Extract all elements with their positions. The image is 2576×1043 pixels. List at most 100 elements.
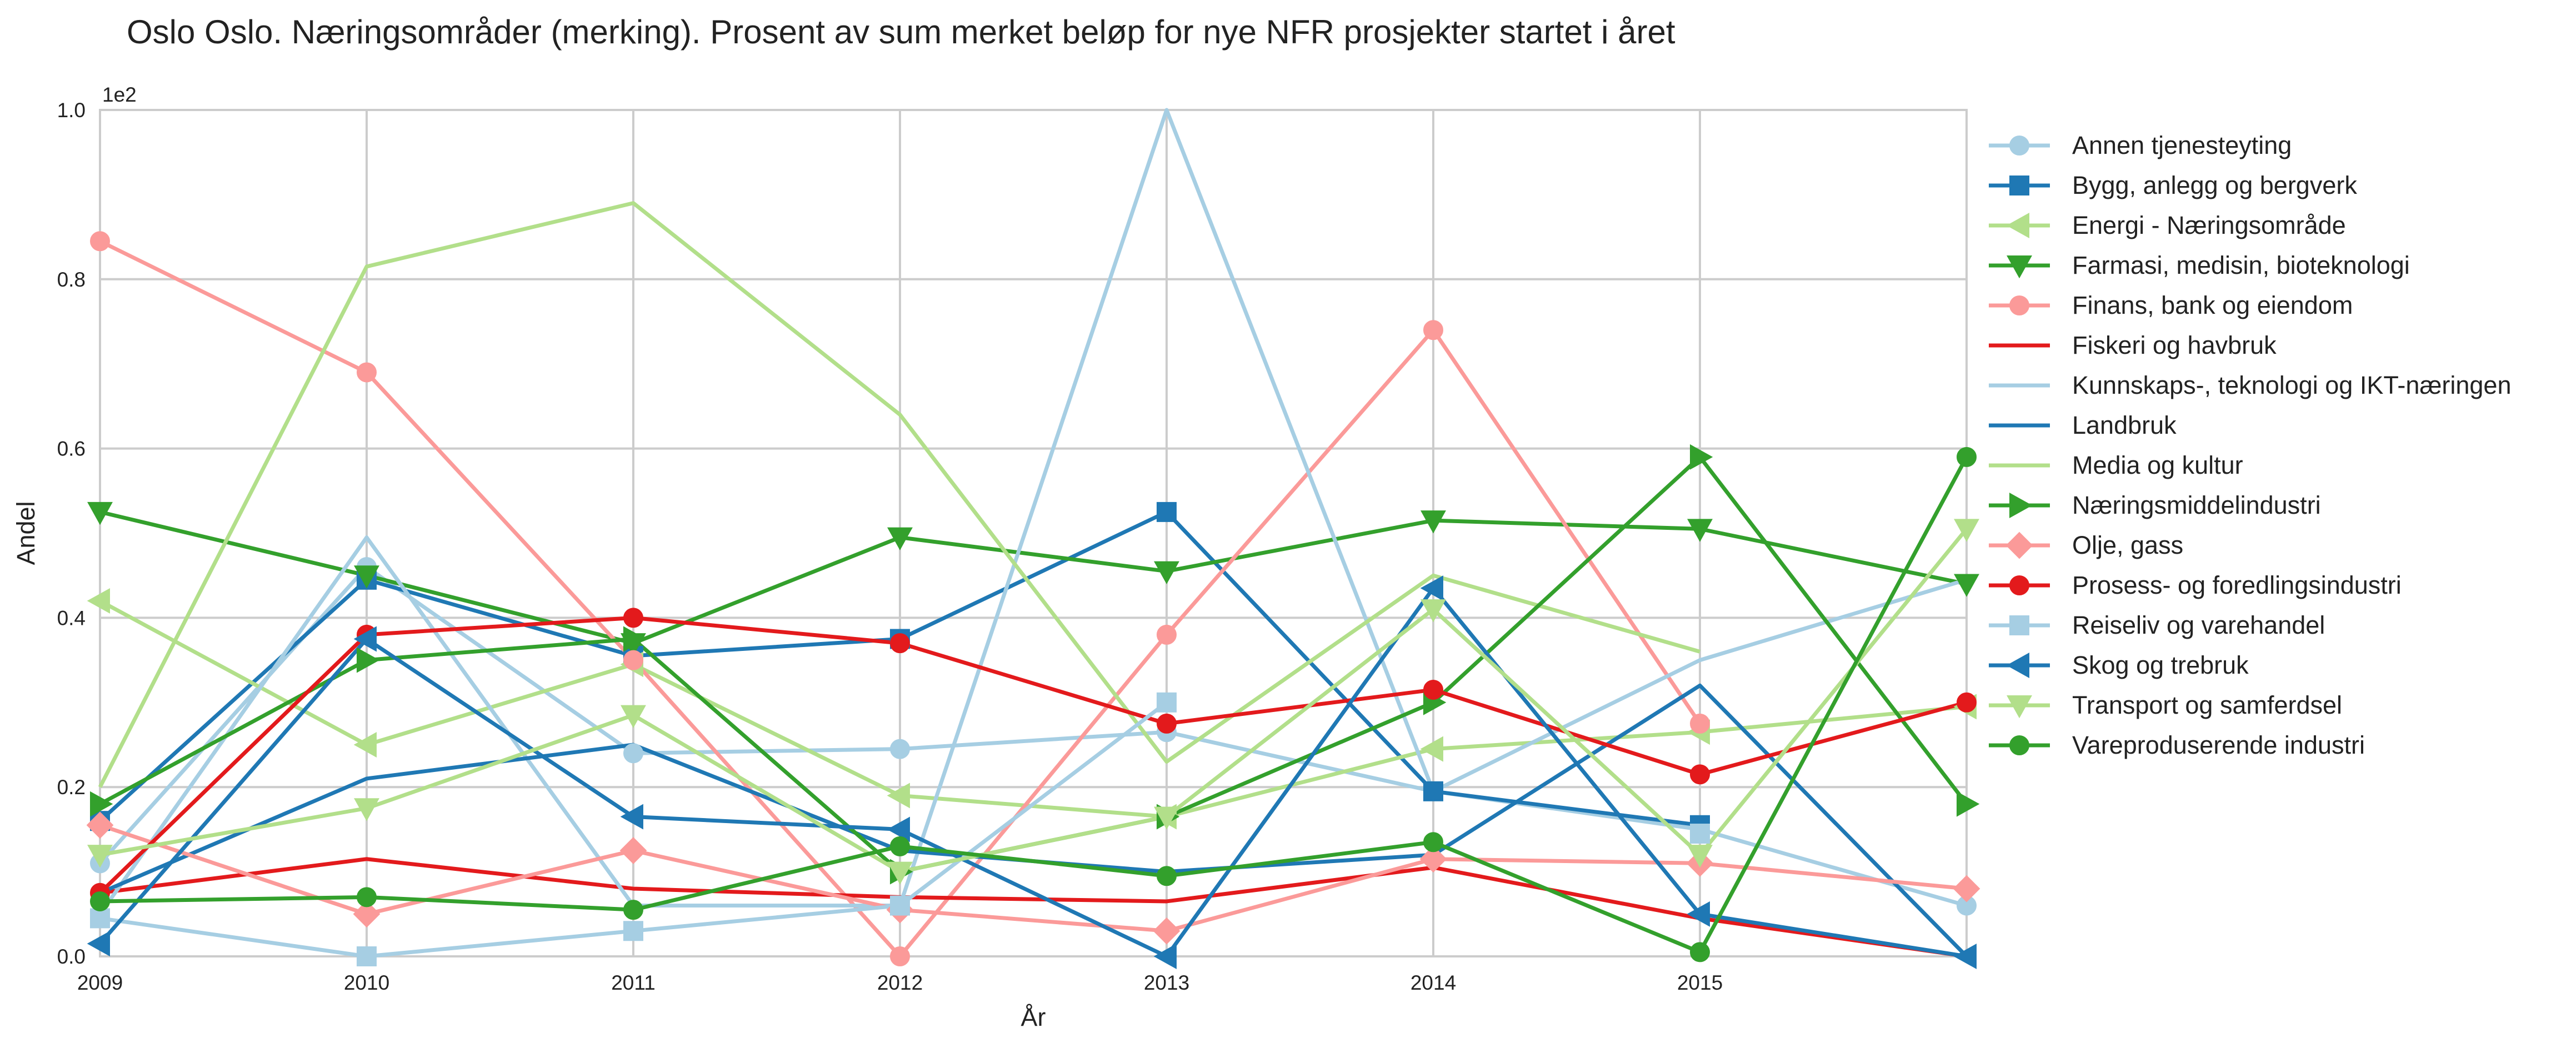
legend-marker xyxy=(2009,136,2029,156)
data-point-farmasi-medisin-bioteknologi xyxy=(87,502,113,525)
legend-item-skog-og-trebruk: Skog og trebruk xyxy=(1989,651,2249,679)
data-point-annen-tjenesteyting xyxy=(623,743,643,764)
data-point-energi-n-ringsomrade xyxy=(1420,736,1443,762)
y-tick-label: 1.0 xyxy=(57,99,86,122)
data-point-energi-n-ringsomrade xyxy=(353,732,377,758)
data-point-prosess-og-foredlingsindustri xyxy=(623,608,643,628)
data-point-n-ringsmiddelindustri xyxy=(623,626,647,652)
legend-item-farmasi-medisin-bioteknologi: Farmasi, medisin, bioteknologi xyxy=(1989,251,2410,279)
series-line-kunnskaps-teknologi-og-ikt-n-ringen xyxy=(98,108,1968,915)
legend-label: Annen tjenesteyting xyxy=(2072,131,2292,159)
data-point-farmasi-medisin-bioteknologi xyxy=(1687,519,1713,542)
x-tick-label: 2014 xyxy=(1410,971,1456,994)
data-point-n-ringsmiddelindustri xyxy=(357,647,380,673)
legend-item-n-ringsmiddelindustri: Næringsmiddelindustri xyxy=(1989,491,2321,519)
legend-label: Skog og trebruk xyxy=(2072,651,2249,679)
legend-label: Bygg, anlegg og bergverk xyxy=(2072,171,2357,199)
data-point-farmasi-medisin-bioteknologi xyxy=(1154,561,1179,584)
data-point-prosess-og-foredlingsindustri xyxy=(1690,764,1710,785)
legend-label: Kunnskaps-, teknologi og IKT-næringen xyxy=(2072,371,2511,399)
x-axis-label: År xyxy=(1021,1003,1046,1031)
legend-marker xyxy=(2009,295,2029,315)
data-point-olje-gass xyxy=(619,837,647,864)
data-point-reiseliv-og-varehandel xyxy=(1157,692,1177,713)
data-point-vareproduserende-industri xyxy=(357,887,377,907)
data-point-vareproduserende-industri xyxy=(1423,832,1443,853)
data-point-transport-og-samferdsel xyxy=(1154,806,1179,830)
legend-item-kunnskaps-teknologi-og-ikt-n-ringen: Kunnskaps-, teknologi og IKT-næringen xyxy=(1989,371,2511,399)
series-line-farmasi-medisin-bioteknologi xyxy=(99,510,1967,645)
series-line-transport-og-samferdsel xyxy=(99,528,1968,874)
legend-item-energi-n-ringsomrade: Energi - Næringsområde xyxy=(1989,211,2346,239)
series-line-prosess-og-foredlingsindustri xyxy=(98,615,1967,895)
data-point-farmasi-medisin-bioteknologi xyxy=(354,565,379,589)
data-point-skog-og-trebruk xyxy=(1420,575,1443,601)
x-tick-label: 2012 xyxy=(877,971,923,994)
legend-marker xyxy=(2007,255,2032,279)
legend-item-reiseliv-og-varehandel: Reiseliv og varehandel xyxy=(1989,611,2325,639)
data-point-reiseliv-og-varehandel xyxy=(1690,824,1710,844)
x-tick-label: 2010 xyxy=(344,971,389,994)
data-point-olje-gass xyxy=(1419,845,1447,873)
data-point-finans-bank-og-eiendom xyxy=(623,650,643,670)
data-point-prosess-og-foredlingsindustri xyxy=(1157,713,1177,734)
x-tick-label: 2013 xyxy=(1144,971,1189,994)
data-point-bygg-anlegg-og-bergverk xyxy=(1423,781,1443,801)
data-point-transport-og-samferdsel xyxy=(354,798,379,821)
data-point-finans-bank-og-eiendom xyxy=(357,362,377,383)
data-point-farmasi-medisin-bioteknologi xyxy=(887,527,913,550)
data-point-olje-gass xyxy=(1153,917,1181,945)
y-axis-label: Andel xyxy=(12,501,40,565)
legend-marker xyxy=(2005,531,2033,559)
data-point-farmasi-medisin-bioteknologi xyxy=(1420,510,1446,534)
data-point-transport-og-samferdsel xyxy=(621,705,646,728)
x-tick-label: 2015 xyxy=(1677,971,1723,994)
legend-label: Vareproduserende industri xyxy=(2072,731,2365,759)
legend-label: Media og kultur xyxy=(2072,451,2243,479)
series-line-media-og-kultur xyxy=(98,201,1700,788)
data-point-olje-gass xyxy=(86,811,114,839)
data-point-prosess-og-foredlingsindustri xyxy=(1957,692,1977,713)
y-tick-label: 0.2 xyxy=(57,776,86,799)
data-point-finans-bank-og-eiendom xyxy=(1423,320,1443,340)
legend-marker xyxy=(2009,175,2029,195)
chart-title: Oslo Oslo. Næringsområder (merking). Pro… xyxy=(127,13,1675,51)
data-point-farmasi-medisin-bioteknologi xyxy=(1954,574,1979,597)
data-point-skog-og-trebruk xyxy=(1153,944,1177,969)
data-point-transport-og-samferdsel xyxy=(1687,845,1713,868)
legend-marker xyxy=(2009,615,2029,635)
legend-label: Olje, gass xyxy=(2072,531,2183,559)
x-tick-label: 2009 xyxy=(77,971,123,994)
legend-marker xyxy=(2009,493,2033,518)
legend-label: Prosess- og foredlingsindustri xyxy=(2072,571,2402,599)
legend-label: Energi - Næringsområde xyxy=(2072,211,2346,239)
y-axis-ticks: 0.0 0.2 0.4 0.6 0.8 1.0 xyxy=(57,99,86,968)
data-point-transport-og-samferdsel xyxy=(887,861,913,885)
data-point-finans-bank-og-eiendom xyxy=(90,231,110,252)
legend-label: Reiseliv og varehandel xyxy=(2072,611,2325,639)
y-tick-label: 0.8 xyxy=(57,268,86,291)
data-point-energi-n-ringsomrade xyxy=(87,588,110,614)
data-point-skog-og-trebruk xyxy=(887,816,910,843)
data-point-n-ringsmiddelindustri xyxy=(1957,791,1980,817)
legend-label: Transport og samferdsel xyxy=(2072,691,2342,719)
legend-item-annen-tjenesteyting: Annen tjenesteyting xyxy=(1989,131,2292,159)
legend: Annen tjenesteyting Bygg, anlegg og bergv… xyxy=(1989,131,2511,759)
data-point-olje-gass xyxy=(1953,875,1980,902)
legend-label: Landbruk xyxy=(2072,411,2177,439)
data-point-reiseliv-og-varehandel xyxy=(890,895,910,916)
data-point-n-ringsmiddelindustri xyxy=(90,791,113,817)
data-point-finans-bank-og-eiendom xyxy=(1690,713,1710,734)
data-point-olje-gass xyxy=(353,900,381,928)
legend-marker xyxy=(2009,735,2029,755)
data-point-reiseliv-og-varehandel xyxy=(357,946,377,966)
data-point-vareproduserende-industri xyxy=(623,900,643,920)
y-tick-label: 0.4 xyxy=(57,606,86,629)
legend-item-transport-og-samferdsel: Transport og samferdsel xyxy=(1989,691,2342,719)
legend-marker xyxy=(2006,653,2029,678)
data-point-vareproduserende-industri xyxy=(1157,866,1177,886)
data-point-prosess-og-foredlingsindustri xyxy=(890,633,910,654)
series-line-skog-og-trebruk xyxy=(98,586,1967,959)
y-tick-label: 0.6 xyxy=(57,438,86,460)
